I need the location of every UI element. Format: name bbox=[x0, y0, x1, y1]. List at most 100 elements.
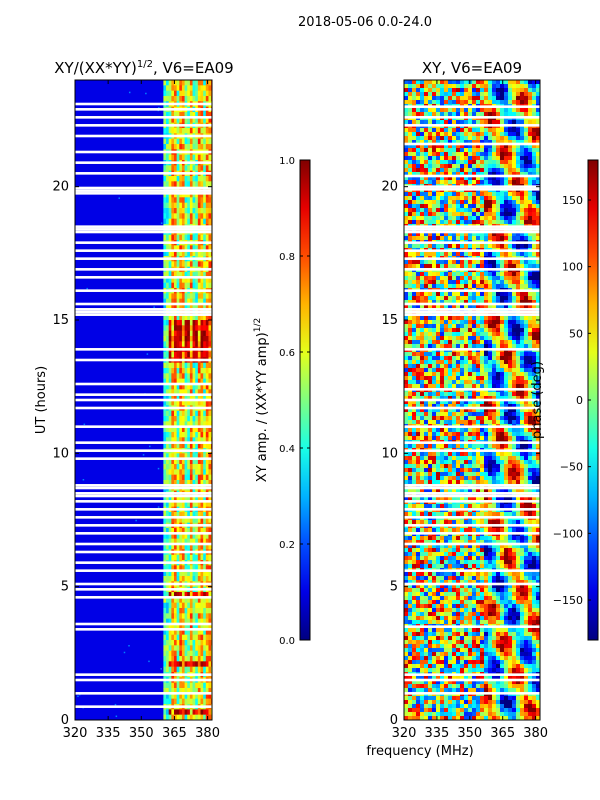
phase-cell bbox=[516, 320, 521, 325]
amplitude-cell bbox=[179, 373, 183, 380]
amplitude-cell bbox=[181, 352, 185, 358]
amplitude-cell bbox=[189, 650, 193, 657]
phase-cell bbox=[440, 292, 445, 297]
phase-cell bbox=[448, 100, 453, 105]
phase-cell bbox=[524, 280, 529, 285]
phase-cell bbox=[500, 344, 505, 349]
amplitude-cell bbox=[173, 565, 178, 572]
phase-cell bbox=[472, 260, 477, 265]
amplitude-cell bbox=[189, 517, 193, 524]
amplitude-cell bbox=[176, 602, 180, 609]
phase-cell bbox=[476, 180, 481, 185]
amplitude-cell bbox=[176, 496, 180, 502]
amplitude-cell bbox=[176, 538, 180, 545]
amplitude-cell bbox=[179, 554, 183, 561]
amplitude-cell bbox=[171, 400, 175, 406]
amplitude-cell bbox=[192, 592, 196, 598]
phase-cell bbox=[528, 204, 533, 209]
phase-cell bbox=[472, 152, 477, 157]
phase-cell bbox=[492, 280, 497, 285]
phase-cell bbox=[532, 140, 537, 145]
phase-cell bbox=[512, 296, 517, 301]
amplitude-cell bbox=[173, 112, 178, 118]
phase-cell bbox=[404, 372, 409, 377]
phase-cell bbox=[532, 232, 537, 237]
phase-cell bbox=[496, 292, 501, 297]
phase-cell bbox=[468, 88, 473, 93]
phase-cell bbox=[504, 92, 509, 97]
amplitude-cell bbox=[203, 565, 207, 572]
amplitude-x-tick-label: 320 bbox=[63, 726, 88, 741]
amplitude-cell bbox=[179, 693, 183, 700]
phase-cell bbox=[496, 328, 501, 333]
phase-cell bbox=[468, 232, 473, 237]
amplitude-cell bbox=[176, 261, 180, 268]
phase-cell bbox=[516, 364, 521, 369]
phase-cell bbox=[480, 316, 485, 321]
phase-cell bbox=[480, 96, 485, 101]
phase-cell bbox=[440, 152, 445, 157]
amplitude-cell bbox=[187, 613, 191, 620]
amplitude-cell bbox=[189, 421, 193, 428]
phase-cell bbox=[476, 376, 481, 381]
phase-cell bbox=[484, 292, 489, 297]
phase-cell bbox=[504, 180, 509, 185]
phase-cell bbox=[448, 156, 453, 161]
amplitude-cell bbox=[166, 533, 170, 540]
phase-cell bbox=[404, 344, 409, 349]
phase-cell bbox=[516, 196, 521, 201]
amplitude-cell bbox=[208, 192, 212, 198]
amplitude-cell bbox=[197, 629, 201, 636]
amplitude-cell bbox=[171, 320, 175, 326]
amplitude-cell bbox=[200, 154, 204, 161]
phase-cell bbox=[496, 204, 501, 209]
phase-cell bbox=[456, 132, 461, 137]
amplitude-cell bbox=[192, 218, 196, 225]
phase-cell bbox=[516, 108, 521, 113]
phase-cell bbox=[488, 100, 493, 105]
phase-cell bbox=[536, 92, 541, 97]
phase-cell bbox=[520, 260, 525, 265]
amplitude-cell bbox=[163, 410, 167, 417]
phase-cell bbox=[528, 168, 533, 173]
phase-cell bbox=[472, 292, 477, 297]
phase-cell bbox=[436, 368, 441, 373]
amplitude-cell bbox=[187, 517, 191, 524]
amplitude-cell bbox=[166, 698, 170, 705]
phase-cell bbox=[512, 100, 517, 105]
phase-cell bbox=[460, 144, 465, 149]
phase-cell bbox=[456, 96, 461, 101]
phase-cell bbox=[464, 336, 469, 341]
phase-cell bbox=[512, 164, 517, 169]
amplitude-cell bbox=[179, 426, 183, 433]
amplitude-cell bbox=[173, 640, 178, 646]
amplitude-cell bbox=[197, 650, 201, 657]
amplitude-cell bbox=[203, 656, 207, 662]
amplitude-cell bbox=[184, 661, 188, 668]
amplitude-cell bbox=[173, 384, 178, 390]
phase-cell bbox=[408, 368, 413, 373]
amplitude-cell bbox=[192, 480, 196, 486]
amplitude-cell bbox=[189, 304, 193, 310]
phase-cell bbox=[512, 328, 517, 333]
phase-cell bbox=[424, 192, 429, 197]
amplitude-cell bbox=[181, 90, 185, 97]
phase-cell bbox=[484, 88, 489, 93]
amplitude-cell bbox=[197, 250, 201, 257]
phase-cell bbox=[500, 120, 505, 125]
amplitude-cell bbox=[189, 629, 193, 636]
phase-cell bbox=[440, 204, 445, 209]
amplitude-cell bbox=[208, 554, 212, 561]
amplitude-cell bbox=[181, 330, 185, 337]
amplitude-cell bbox=[197, 245, 201, 252]
phase-cell bbox=[500, 84, 505, 89]
amplitude-cell bbox=[200, 469, 204, 476]
phase-cell bbox=[408, 108, 413, 113]
phase-cell bbox=[440, 344, 445, 349]
phase-cell bbox=[512, 112, 517, 117]
phase-cell bbox=[500, 192, 505, 197]
phase-cell bbox=[416, 280, 421, 285]
phase-cell bbox=[416, 252, 421, 257]
amplitude-cell bbox=[184, 128, 188, 134]
phase-cell bbox=[492, 284, 497, 289]
